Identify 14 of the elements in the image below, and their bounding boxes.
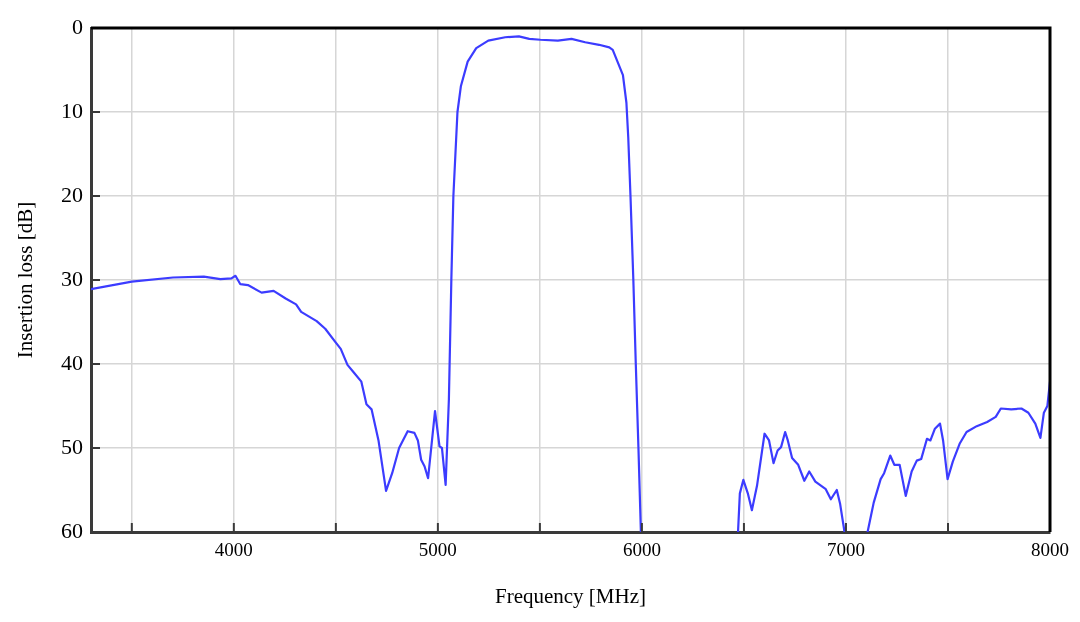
y-tick-label: 10 — [61, 97, 83, 123]
y-tick-label: 50 — [61, 433, 83, 459]
y-tick-label: 30 — [61, 265, 83, 291]
y-tick-label: 0 — [72, 13, 83, 39]
y-tick-label: 40 — [61, 349, 83, 375]
y-axis-title: Insertion loss [dB] — [13, 201, 38, 359]
x-tick-label: 5000 — [418, 539, 457, 561]
x-tick-label: 4000 — [214, 539, 253, 561]
y-tick-label: 20 — [61, 181, 83, 207]
y-tick-label: 60 — [61, 517, 83, 543]
x-tick-label: 8000 — [1031, 539, 1069, 561]
x-tick-label: 7000 — [826, 539, 865, 561]
x-tick-label: 6000 — [622, 539, 661, 561]
x-axis-title: Frequency [MHz] — [494, 583, 647, 608]
